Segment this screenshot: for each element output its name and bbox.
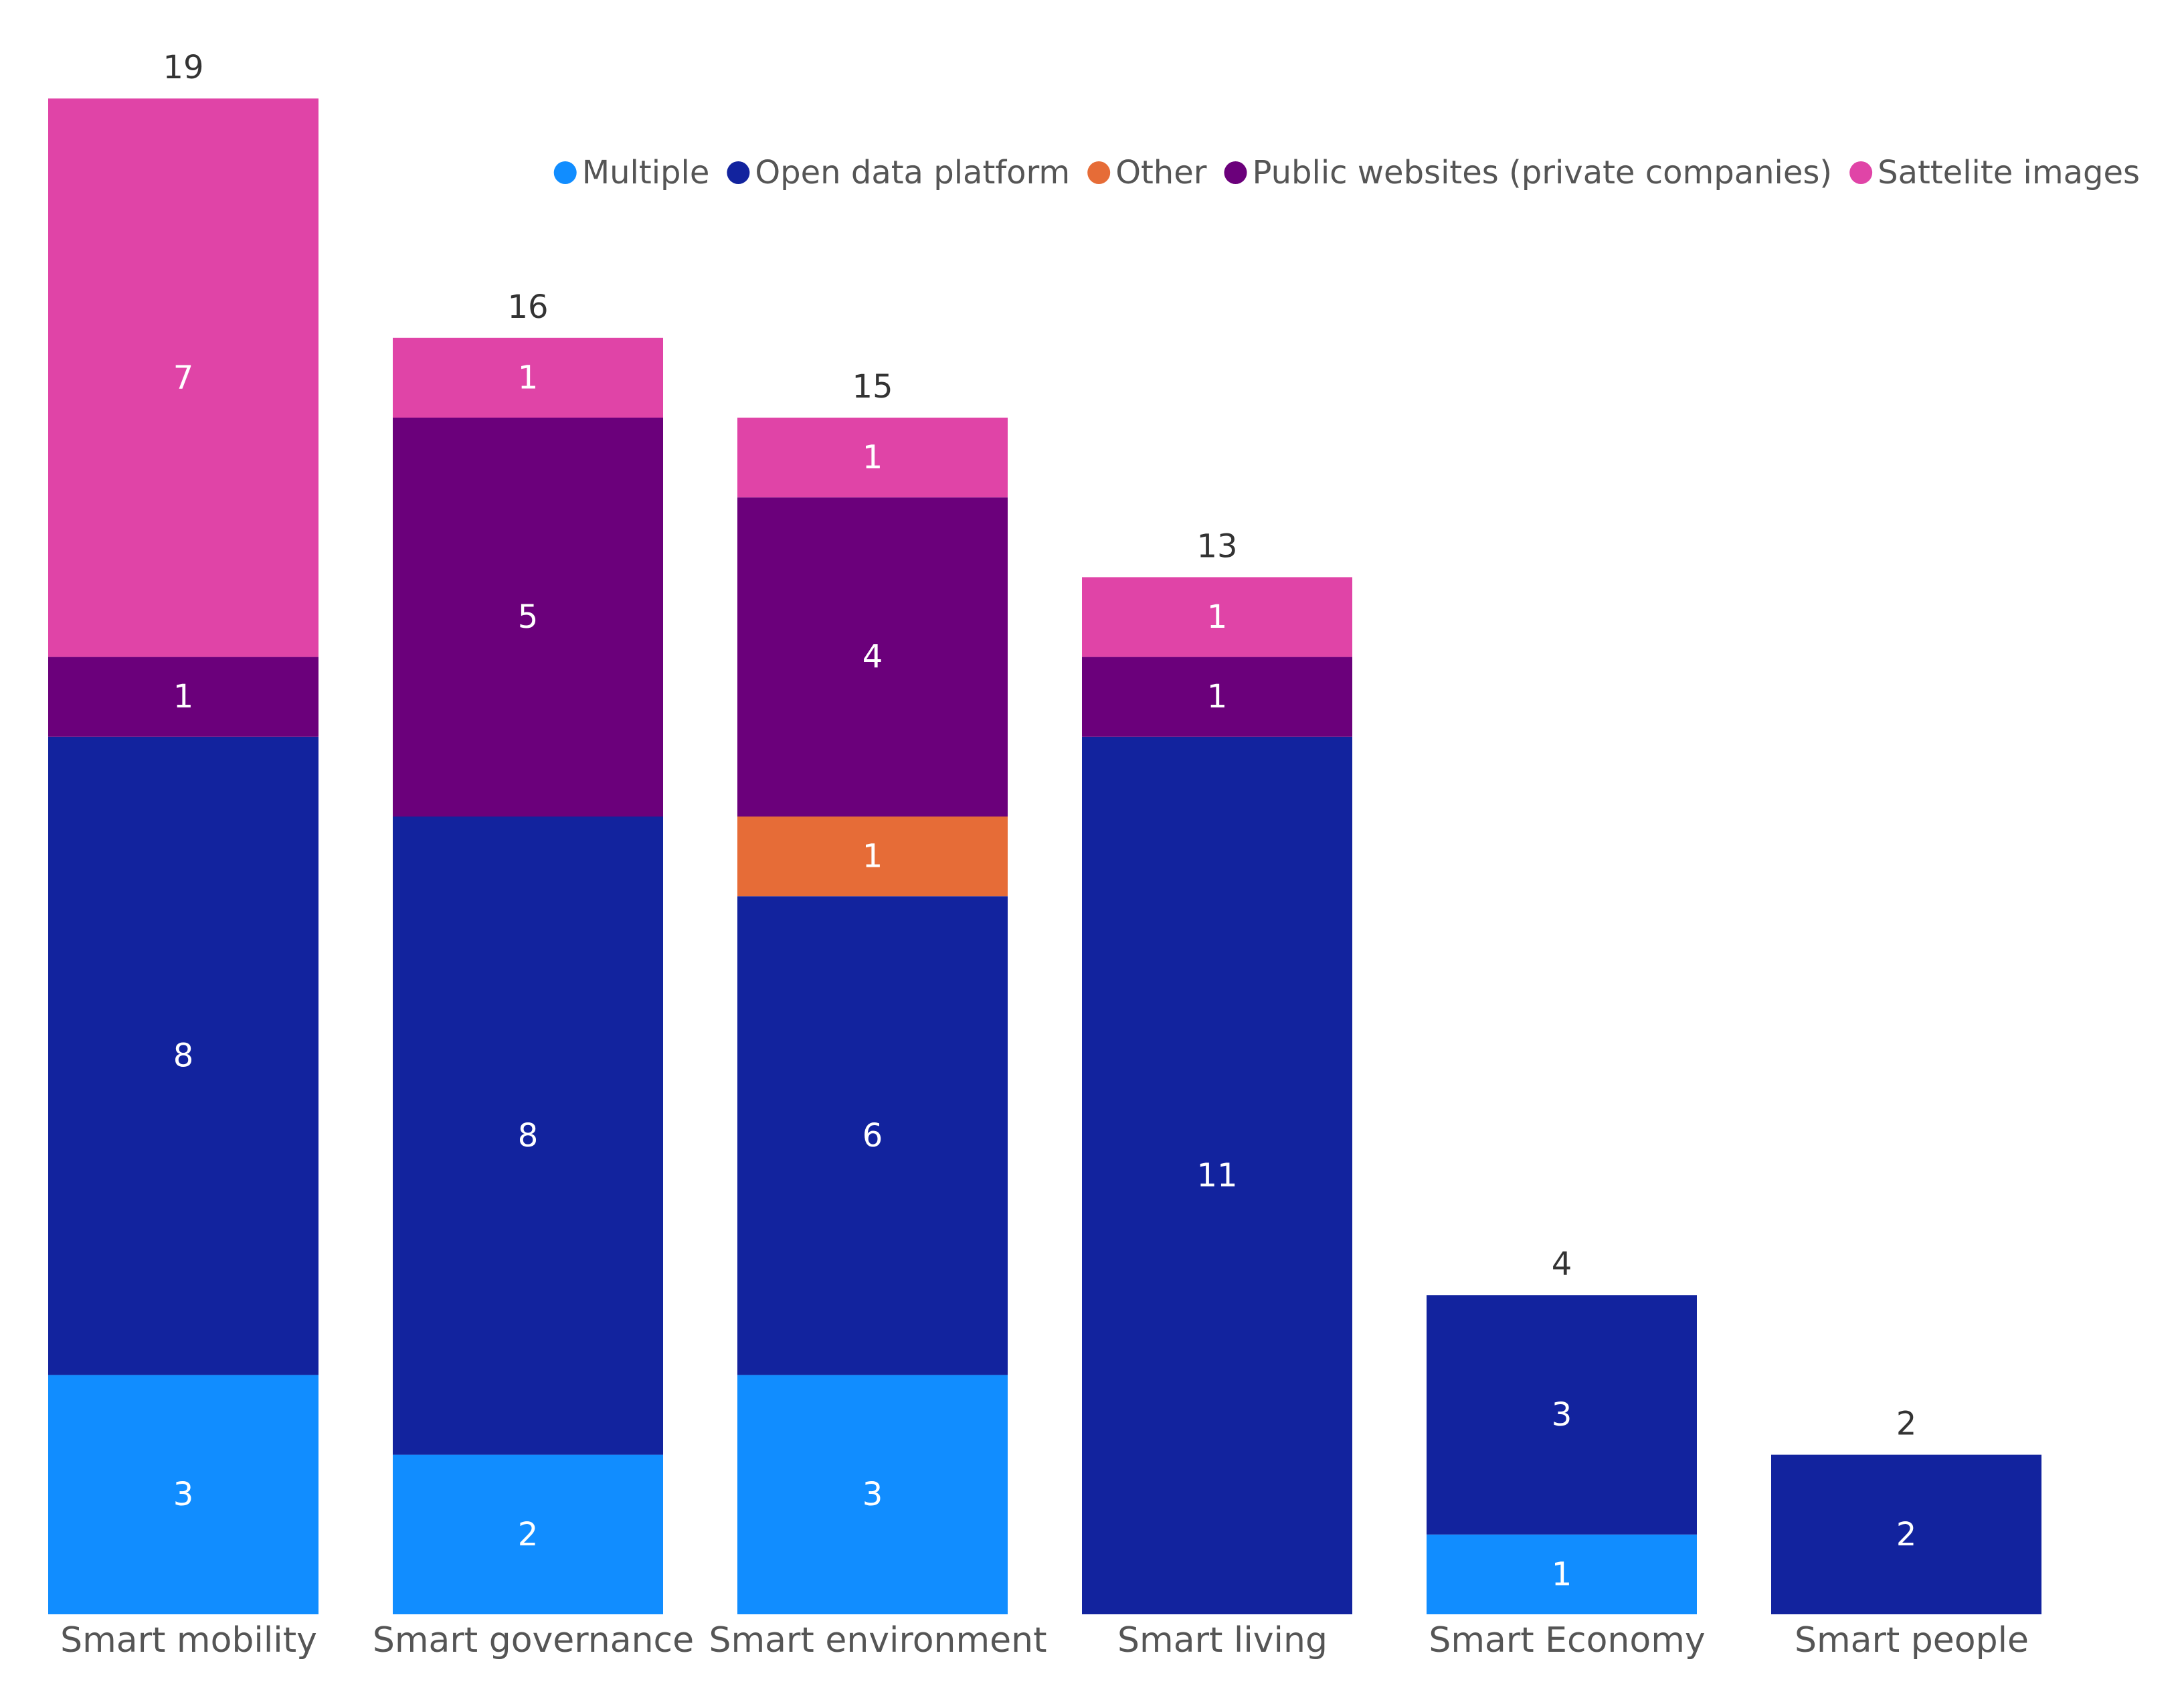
bar-segment-smart-governance-multiple	[393, 1454, 663, 1614]
total-label: 2	[1896, 1405, 1917, 1443]
bar-smart-economy: 1 3 4	[1427, 1246, 1697, 1614]
total-label: 16	[507, 288, 548, 326]
legend-item-public-websites-private-companies[interactable]: Public websites (private companies)	[1224, 154, 1832, 191]
data-label: 3	[862, 1476, 883, 1513]
legend-label: Open data platform	[755, 154, 1070, 191]
total-label: 4	[1552, 1246, 1572, 1283]
bar-segment-smart-environment-other	[737, 817, 1008, 897]
data-label: 2	[1896, 1516, 1917, 1553]
bar-segment-smart-governance-open-data-platform	[393, 817, 663, 1455]
data-label: 1	[862, 838, 883, 875]
x-tick-label: Smart people	[1795, 1620, 2029, 1660]
bar-segment-smart-mobility-open-data-platform	[48, 736, 318, 1375]
bar-segment-smart-governance-public-websites-private-companies	[393, 418, 663, 817]
bar-segment-smart-living-open-data-platform	[1082, 736, 1352, 1614]
data-label: 2	[518, 1516, 539, 1553]
data-label: 7	[173, 359, 194, 396]
bar-segment-smart-environment-sattelite-images	[737, 418, 1008, 498]
bar-segment-smart-environment-public-websites-private-companies	[737, 497, 1008, 817]
legend-label: Other	[1115, 154, 1207, 191]
data-label: 8	[518, 1117, 539, 1155]
x-tick-label: Smart Economy	[1429, 1620, 1705, 1660]
data-label: 1	[862, 439, 883, 477]
legend-marker	[1224, 161, 1247, 184]
total-label: 15	[852, 368, 893, 406]
legend: Multiple Open data platform Other Public we…	[553, 154, 2140, 191]
legend-label: Multiple	[582, 154, 710, 191]
data-label: 4	[862, 638, 883, 676]
bar-segment-smart-mobility-multiple	[48, 1375, 318, 1614]
data-label: 3	[173, 1476, 194, 1513]
legend-item-multiple[interactable]: Multiple	[553, 154, 710, 191]
x-tick-label: Smart living	[1117, 1620, 1328, 1660]
data-label: 5	[518, 598, 539, 636]
data-label: 3	[1552, 1396, 1572, 1434]
data-label: 6	[862, 1117, 883, 1155]
bar-segment-smart-governance-sattelite-images	[393, 337, 663, 418]
legend-marker	[1087, 161, 1111, 184]
data-label: 1	[173, 678, 194, 715]
bar-smart-environment: 3 6 1 4 1 15	[737, 368, 1008, 1614]
data-label: 1	[1552, 1555, 1572, 1593]
bar-segment-smart-economy-multiple	[1427, 1534, 1697, 1614]
x-tick-label: Smart environment	[709, 1620, 1047, 1660]
bar-smart-mobility: 3 8 1 7 19	[48, 49, 318, 1614]
legend-marker	[1849, 161, 1873, 184]
x-tick-label: Smart governance	[373, 1620, 694, 1660]
legend-item-other[interactable]: Other	[1087, 154, 1207, 191]
x-axis: Smart mobility Smart governance Smart envi…	[60, 1620, 2029, 1660]
data-label: 1	[518, 359, 539, 396]
legend-item-open-data-platform[interactable]: Open data platform	[727, 154, 1070, 191]
data-label: 8	[173, 1037, 194, 1075]
legend-label: Public websites (private companies)	[1252, 154, 1832, 191]
bar-smart-people: 22	[1771, 1405, 2041, 1614]
total-label: 19	[163, 49, 203, 86]
bar-segment-smart-environment-multiple	[737, 1375, 1008, 1614]
bar-segment-smart-living-sattelite-images	[1082, 577, 1352, 657]
legend-marker	[727, 161, 750, 184]
bar-segment-smart-environment-open-data-platform	[737, 896, 1008, 1375]
total-label: 13	[1196, 527, 1237, 565]
data-label: 11	[1196, 1157, 1237, 1194]
bar-segment-smart-living-public-websites-private-companies	[1082, 657, 1352, 737]
bar-segment-smart-people-open-data-platform	[1771, 1454, 2041, 1614]
data-label: 1	[1207, 598, 1228, 636]
legend-item-sattelite-images[interactable]: Sattelite images	[1849, 154, 2140, 191]
bar-segment-smart-mobility-public-websites-private-companies	[48, 657, 318, 737]
x-tick-label: Smart mobility	[60, 1620, 317, 1660]
data-label: 1	[1207, 678, 1228, 715]
legend-marker	[553, 161, 577, 184]
bar-segment-smart-mobility-sattelite-images	[48, 98, 318, 657]
bar-smart-governance: 2 8 5 1 16	[393, 288, 663, 1614]
bar-segment-smart-economy-open-data-platform	[1427, 1295, 1697, 1535]
legend-label: Sattelite images	[1878, 154, 2140, 191]
